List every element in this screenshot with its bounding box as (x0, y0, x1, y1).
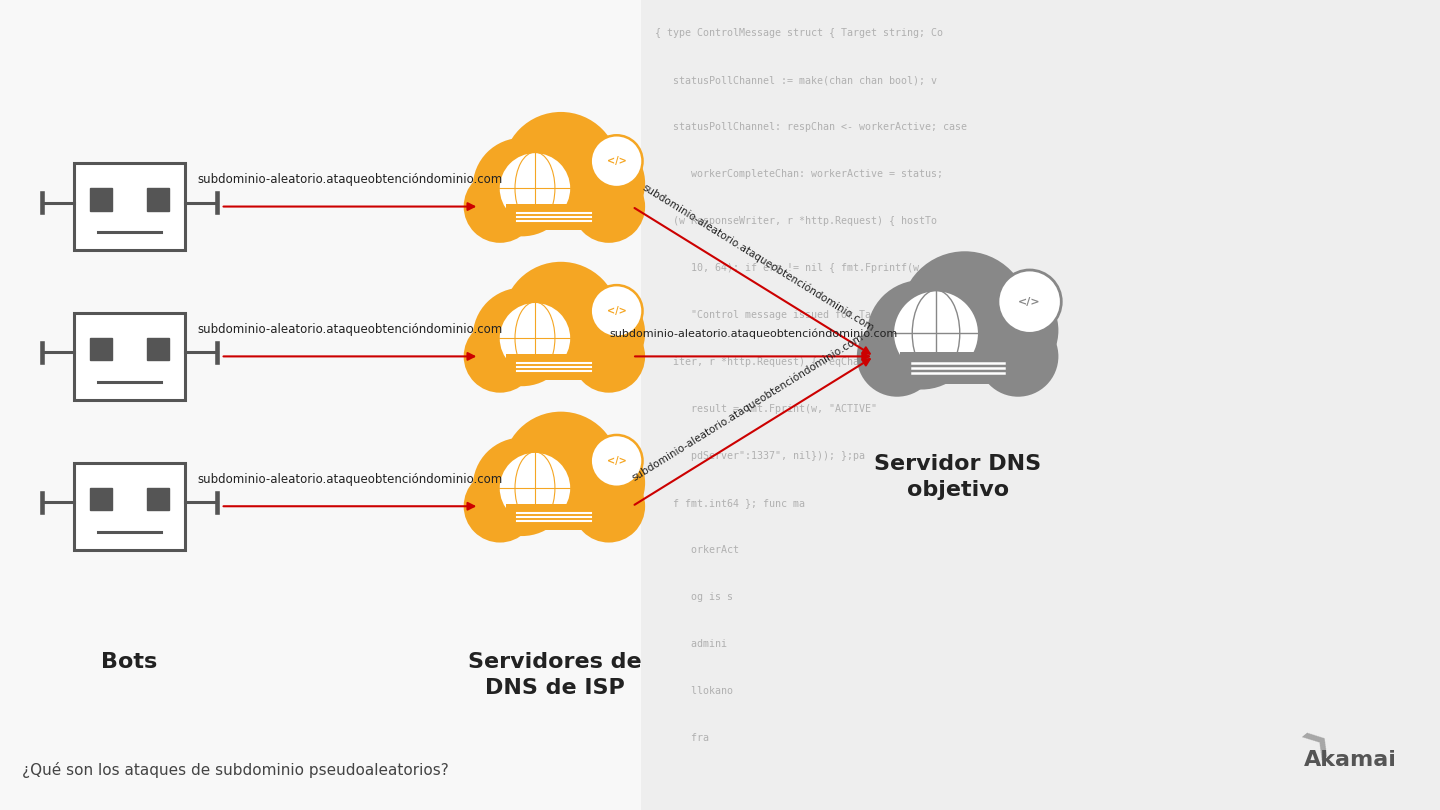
Ellipse shape (503, 112, 619, 228)
Ellipse shape (978, 316, 1058, 397)
Ellipse shape (867, 280, 976, 390)
Ellipse shape (857, 316, 937, 397)
Text: Bots: Bots (101, 652, 158, 672)
FancyBboxPatch shape (505, 504, 603, 530)
Ellipse shape (464, 320, 536, 393)
Text: "Control message issued for Ta: "Control message issued for Ta (655, 310, 871, 320)
Text: </>: </> (1018, 296, 1041, 307)
FancyBboxPatch shape (484, 483, 625, 522)
Ellipse shape (590, 135, 642, 187)
Text: og is s: og is s (655, 592, 733, 602)
Ellipse shape (590, 285, 642, 337)
FancyBboxPatch shape (505, 354, 603, 380)
FancyBboxPatch shape (75, 463, 184, 550)
Ellipse shape (590, 435, 642, 487)
Text: subdominio-aleatorio.ataqueobtencióndominio.com: subdominio-aleatorio.ataqueobtencióndomi… (197, 323, 503, 336)
Text: </>: </> (606, 456, 626, 466)
FancyBboxPatch shape (147, 189, 170, 211)
Text: statusPollChannel: respChan <- workerActive; case: statusPollChannel: respChan <- workerAct… (655, 122, 968, 132)
Ellipse shape (498, 302, 572, 374)
Ellipse shape (464, 170, 536, 243)
FancyBboxPatch shape (89, 488, 112, 510)
Ellipse shape (573, 320, 645, 393)
Text: subdominio-aleatorio.ataqueobtencióndominio.com: subdominio-aleatorio.ataqueobtencióndomi… (609, 328, 897, 339)
Text: orkerAct: orkerAct (655, 545, 739, 555)
Ellipse shape (464, 470, 536, 543)
Text: workerCompleteChan: workerActive = status;: workerCompleteChan: workerActive = statu… (655, 169, 943, 179)
Text: admini: admini (655, 639, 727, 649)
FancyBboxPatch shape (89, 189, 112, 211)
FancyBboxPatch shape (147, 339, 170, 360)
Text: pdServer":1337", nil})); };pa: pdServer":1337", nil})); };pa (655, 451, 865, 461)
Text: fra: fra (655, 733, 710, 743)
Ellipse shape (554, 288, 645, 378)
Text: 10, 64); if err != nil { fmt.Fprintf(w,: 10, 64); if err != nil { fmt.Fprintf(w, (655, 263, 926, 273)
Text: </>: </> (606, 156, 626, 166)
FancyBboxPatch shape (147, 488, 170, 510)
FancyBboxPatch shape (484, 333, 625, 372)
Text: subdominio-aleatorio.ataqueobtencióndominio.com: subdominio-aleatorio.ataqueobtencióndomi… (197, 173, 503, 186)
Ellipse shape (503, 411, 619, 528)
Ellipse shape (554, 437, 645, 528)
Text: subdominio-aleatorio.ataqueobtencióndominio.com: subdominio-aleatorio.ataqueobtencióndomi… (641, 182, 876, 334)
Text: result = fmt.Fprint(w, "ACTIVE": result = fmt.Fprint(w, "ACTIVE" (655, 404, 877, 414)
Text: subdominio-aleatorio.ataqueobtencióndominio.com: subdominio-aleatorio.ataqueobtencióndomi… (197, 473, 503, 486)
Ellipse shape (893, 290, 979, 377)
Ellipse shape (498, 452, 572, 524)
FancyBboxPatch shape (878, 330, 1037, 373)
Text: statusPollChannel := make(chan chan bool); v: statusPollChannel := make(chan chan bool… (655, 75, 937, 85)
Text: subdominio-aleatorio.ataqueobtencióndominio.com: subdominio-aleatorio.ataqueobtencióndomi… (631, 332, 865, 484)
Ellipse shape (554, 138, 645, 228)
Ellipse shape (498, 152, 572, 224)
FancyBboxPatch shape (75, 313, 184, 400)
Ellipse shape (900, 251, 1030, 381)
Ellipse shape (472, 437, 572, 536)
Text: Servidores de
DNS de ISP: Servidores de DNS de ISP (468, 652, 641, 698)
Text: Servidor DNS
objetivo: Servidor DNS objetivo (874, 454, 1041, 500)
Ellipse shape (958, 280, 1058, 381)
Ellipse shape (573, 170, 645, 243)
FancyBboxPatch shape (89, 339, 112, 360)
Text: (w ResponseWriter, r *http.Request) { hostTo: (w ResponseWriter, r *http.Request) { ho… (655, 216, 937, 226)
Text: ❯: ❯ (1297, 721, 1338, 761)
Ellipse shape (998, 270, 1061, 334)
Text: f fmt.int64 }; func ma: f fmt.int64 }; func ma (655, 498, 805, 508)
FancyBboxPatch shape (505, 204, 603, 230)
Ellipse shape (503, 262, 619, 378)
Ellipse shape (573, 470, 645, 543)
FancyBboxPatch shape (900, 352, 1015, 384)
Text: ¿Qué son los ataques de subdominio pseudoaleatorios?: ¿Qué son los ataques de subdominio pseud… (22, 761, 448, 778)
FancyBboxPatch shape (75, 163, 184, 250)
Text: llokano: llokano (655, 686, 733, 696)
Text: { type ControlMessage struct { Target string; Co: { type ControlMessage struct { Target st… (655, 28, 943, 38)
Ellipse shape (472, 288, 572, 386)
Ellipse shape (472, 138, 572, 237)
Text: iter, r *http.Request) { reqChan: iter, r *http.Request) { reqChan (655, 357, 865, 367)
FancyBboxPatch shape (641, 0, 1440, 810)
Text: </>: </> (606, 306, 626, 316)
Text: Akamai: Akamai (1305, 749, 1397, 769)
FancyBboxPatch shape (484, 183, 625, 222)
